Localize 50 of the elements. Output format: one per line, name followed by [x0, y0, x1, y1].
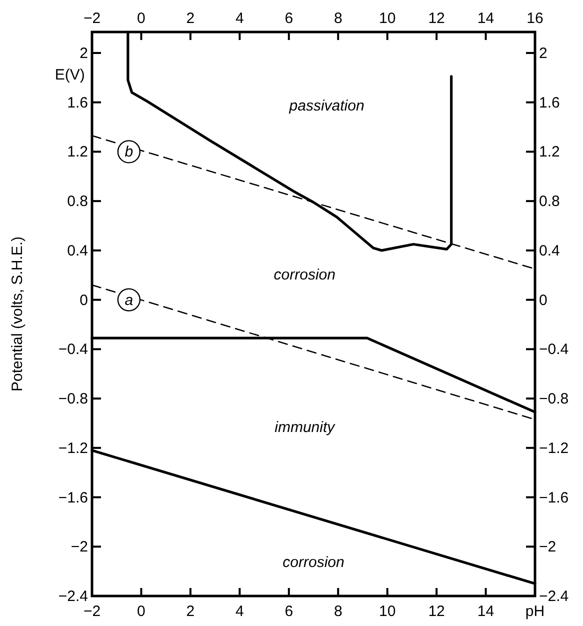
y2-tick-label: 0.4	[539, 242, 560, 260]
y2-tick-label: −0.4	[539, 341, 569, 358]
x-tick-label: 4	[235, 603, 244, 620]
x2-tick-label: 10	[378, 10, 396, 27]
y2-tick-label: −2.4	[539, 588, 569, 605]
annotation: immunity	[274, 418, 336, 436]
y-tick-label: 1.6	[67, 94, 88, 112]
y-tick-label: 1.2	[67, 144, 88, 161]
text: E(V)	[54, 66, 85, 84]
annotation: corrosion	[274, 266, 336, 284]
x2-tick-label: 12	[428, 10, 445, 27]
y-tick-label: 2	[80, 44, 88, 62]
x2-tick-label: 8	[334, 10, 342, 27]
annotation: passivation	[288, 97, 364, 114]
x2-tick-label: 6	[284, 10, 294, 27]
x2-tick-label: 0	[137, 10, 146, 27]
y2-tick-label: −1.6	[539, 489, 569, 506]
y2-tick-label: 0.8	[539, 193, 560, 210]
y-tick-label: 0	[80, 292, 88, 309]
y-tick-label: −2	[70, 538, 88, 556]
annotation: a	[124, 292, 134, 309]
y2-tick-label: 1.6	[539, 94, 560, 112]
y-axis-title: Potential (volts, S.H.E.)	[9, 236, 26, 392]
x2-tick-label: 16	[526, 10, 544, 27]
x-tick-label: 2	[186, 603, 195, 620]
y-tick-label: −0.8	[58, 390, 88, 408]
x2-tick-label: 14	[477, 10, 494, 27]
annotation: corrosion	[282, 554, 344, 572]
y2-tick-label: −2	[539, 538, 556, 556]
x-tick-label: 14	[477, 603, 494, 620]
y2-tick-label: 0	[539, 292, 548, 309]
x-axis-title: pH	[525, 603, 545, 620]
x-tick-label: 0	[137, 603, 146, 620]
y2-tick-label: −1.2	[539, 440, 569, 457]
annotation: b	[124, 144, 134, 161]
y-tick-label: 0.8	[67, 193, 88, 210]
x2-tick-label: 2	[186, 10, 195, 27]
y2-tick-label: 2	[539, 44, 548, 62]
x2-tick-label: 4	[235, 10, 244, 27]
y-tick-label: −2.4	[58, 588, 88, 605]
y2-tick-label: 1.2	[539, 144, 560, 161]
x-tick-label: 6	[284, 603, 294, 620]
x-tick-label: 8	[334, 603, 342, 620]
x-tick-label: 10	[378, 603, 396, 620]
y-tick-label: −1.2	[58, 440, 88, 457]
y-tick-label: −0.4	[58, 341, 88, 358]
y-tick-label: −1.6	[58, 489, 88, 506]
x-tick-label: 12	[428, 603, 445, 620]
y2-tick-label: −0.8	[539, 390, 569, 408]
y-tick-label: 0.4	[67, 242, 88, 260]
